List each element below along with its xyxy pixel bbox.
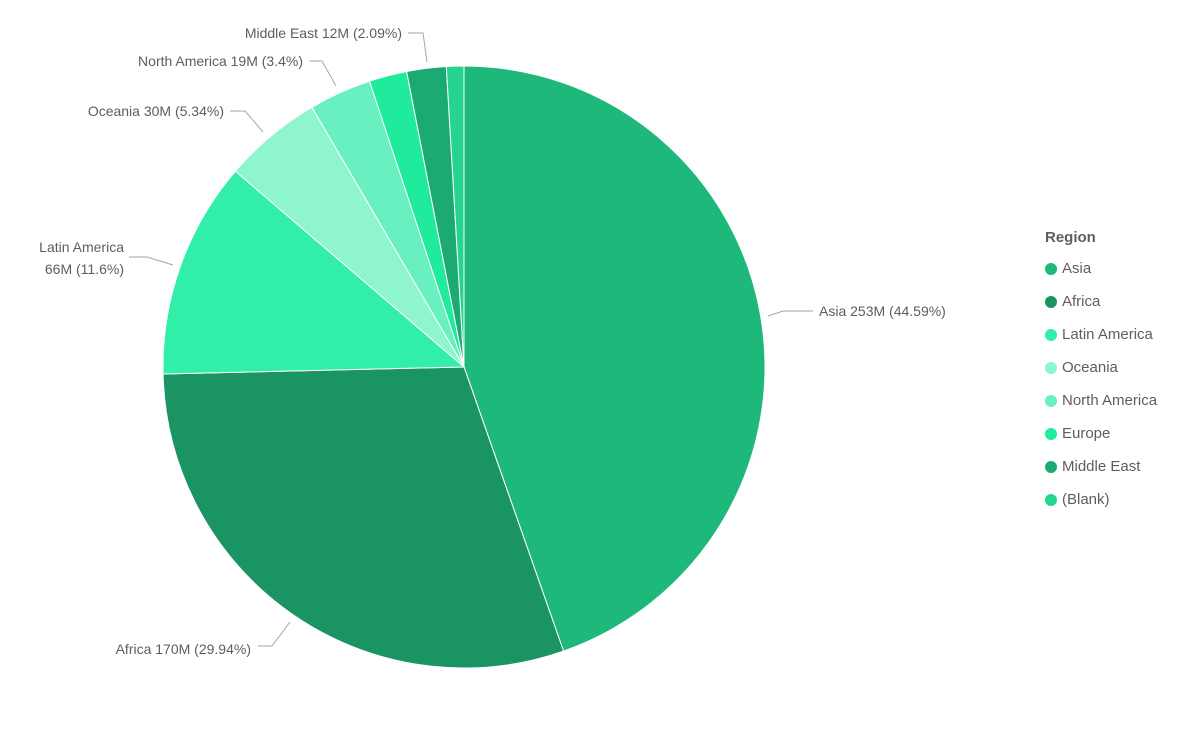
pie-slice-blank[interactable]: [445, 65, 465, 368]
leader-line-middle-east: [408, 32, 428, 63]
legend-item-blank[interactable]: (Blank): [1045, 483, 1157, 516]
pie-slice-africa[interactable]: [162, 366, 565, 669]
legend-marker-icon: [1045, 493, 1057, 506]
leader-line-asia: [767, 310, 813, 317]
legend-item-africa[interactable]: Africa: [1045, 285, 1157, 318]
leader-line-africa: [258, 621, 291, 647]
legend-label: Africa: [1062, 293, 1101, 310]
legend-title: Region: [1045, 229, 1096, 246]
legend-marker-icon: [1045, 295, 1057, 308]
legend-item-asia[interactable]: Asia: [1045, 252, 1157, 285]
legend-label: (Blank): [1062, 491, 1110, 508]
data-label-middle-east: Middle East 12M (2.09%): [245, 25, 402, 41]
legend-item-europe[interactable]: Europe: [1045, 417, 1157, 450]
legend-item-middle-east[interactable]: Middle East: [1045, 450, 1157, 483]
legend-label: North America: [1062, 392, 1158, 409]
legend-marker-icon: [1045, 361, 1057, 374]
legend-items: Asia Africa Latin America Oceania North Amer…: [1045, 252, 1157, 516]
legend-label: Latin America: [1062, 326, 1153, 343]
data-label-north-america: North America 19M (3.4%): [138, 53, 303, 69]
legend-item-latin-america[interactable]: Latin America: [1045, 318, 1157, 351]
legend-marker-icon: [1045, 262, 1057, 275]
leader-line-latin-america: [129, 256, 174, 266]
data-label-oceania: Oceania 30M (5.34%): [88, 103, 224, 119]
pie-slice-asia[interactable]: [463, 65, 766, 652]
legend-label: Middle East: [1062, 458, 1141, 475]
pie-slices: [162, 65, 766, 669]
data-label-africa: Africa 170M (29.94%): [116, 641, 251, 657]
legend-marker-icon: [1045, 460, 1057, 473]
leader-line-north-america: [309, 60, 337, 87]
legend-label: Asia: [1062, 260, 1092, 277]
data-label-latin-america: Latin America: [39, 239, 124, 255]
legend-marker-icon: [1045, 394, 1057, 407]
legend-item-north-america[interactable]: North America: [1045, 384, 1157, 417]
leader-lines: [129, 32, 813, 647]
legend-label: Oceania: [1062, 359, 1118, 376]
legend: Region Asia Africa Latin America Oceania Nor…: [1045, 228, 1157, 516]
data-label-latin-america-value: 66M (11.6%): [45, 261, 124, 277]
leader-line-oceania: [230, 110, 264, 133]
legend-marker-icon: [1045, 328, 1057, 341]
pie-slice-latin-america[interactable]: [162, 170, 466, 375]
legend-label: Europe: [1062, 425, 1111, 442]
data-label-asia: Asia 253M (44.59%): [819, 303, 946, 319]
legend-marker-icon: [1045, 427, 1057, 440]
legend-item-oceania[interactable]: Oceania: [1045, 351, 1157, 384]
